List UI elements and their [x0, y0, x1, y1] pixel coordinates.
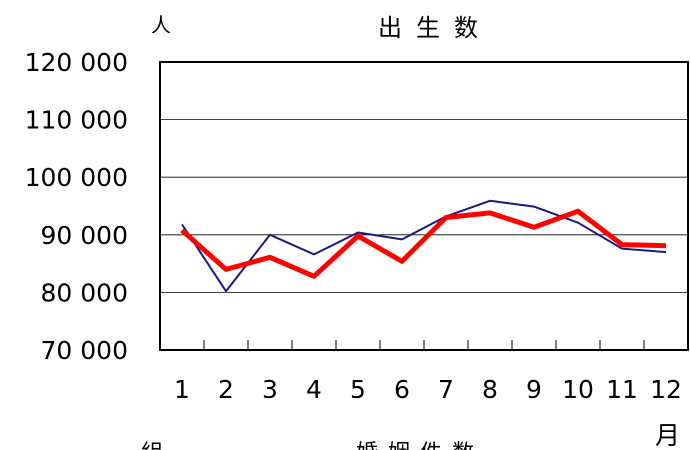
series-line-1: [181, 199, 667, 293]
y-axis-unit-label: 人: [151, 13, 171, 37]
x-tick-label: 11: [606, 375, 638, 404]
series-lines: [180, 199, 667, 293]
x-axis: 1 2 3 4 5 6 7 8 9 10 11 12: [174, 340, 682, 404]
y-tick-label: 90 000: [41, 221, 128, 250]
plot-frame: [159, 61, 689, 351]
y-tick-label: 100 000: [25, 163, 128, 192]
x-tick-label: 9: [526, 375, 542, 404]
x-tick-label: 6: [394, 375, 410, 404]
x-tick-label: 12: [650, 375, 682, 404]
chart-title: 出生数: [378, 14, 492, 42]
x-tick-label: 2: [218, 375, 234, 404]
x-tick-label: 5: [350, 375, 366, 404]
x-tick-label: 8: [482, 375, 498, 404]
footer-cut-left-text: 組: [141, 441, 173, 450]
y-tick-label: 120 000: [25, 48, 128, 77]
y-tick-label: 70 000: [41, 336, 128, 365]
x-tick-label: 7: [438, 375, 454, 404]
y-tick-label: 110 000: [25, 106, 128, 135]
y-axis: 70 000 80 000 90 000 100 000 110 000 120 000: [25, 48, 128, 365]
x-axis-unit-label: 月: [655, 421, 680, 450]
y-tick-label: 80 000: [41, 278, 128, 307]
x-tick-label: 4: [306, 375, 322, 404]
x-tick-label: 10: [562, 375, 594, 404]
x-tick-label: 3: [262, 375, 278, 404]
series-line-2: [180, 208, 667, 279]
x-tick-label: 1: [174, 375, 190, 404]
footer-cut-right-text: 婚姻件数: [356, 441, 484, 450]
